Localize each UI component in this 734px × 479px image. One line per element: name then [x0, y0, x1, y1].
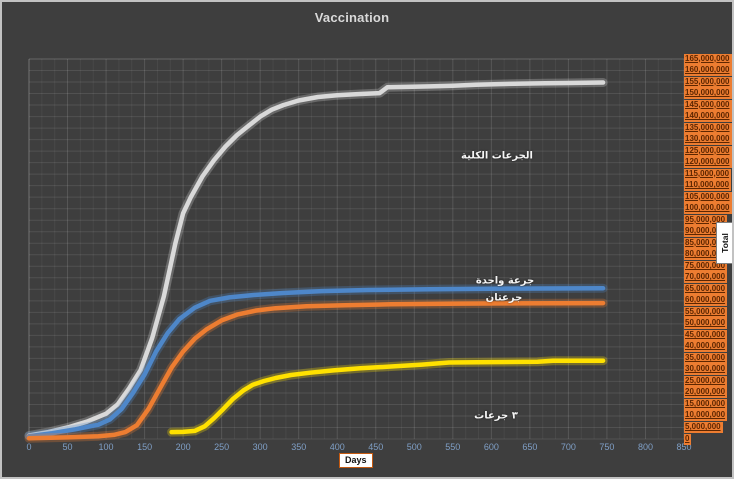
- x-tick-label[interactable]: 200: [175, 442, 191, 452]
- y-tick-label[interactable]: 90,000,000: [684, 226, 728, 238]
- y-tick-label[interactable]: 50,000,000: [684, 318, 728, 330]
- series-line-2[interactable]: [26, 300, 606, 441]
- series-line-3[interactable]: [169, 358, 606, 435]
- y-tick-label[interactable]: 135,000,000: [684, 122, 732, 134]
- y-tick-label[interactable]: 15,000,000: [684, 398, 728, 410]
- y-tick-label[interactable]: 25,000,000: [684, 375, 728, 387]
- series-label-3[interactable]: ٣ جرعات: [474, 410, 518, 422]
- y-tick-label[interactable]: 130,000,000: [684, 134, 732, 146]
- x-tick-label[interactable]: 500: [406, 442, 422, 452]
- y-tick-label[interactable]: 160,000,000: [684, 65, 732, 76]
- x-tick-label[interactable]: 0: [26, 442, 32, 452]
- y-tick-label[interactable]: 40,000,000: [684, 341, 728, 353]
- x-tick-label[interactable]: 350: [291, 442, 307, 452]
- x-tick-label[interactable]: 850: [676, 442, 692, 452]
- series-label-0[interactable]: الجرعات الكلية: [461, 150, 533, 162]
- x-tick-label[interactable]: 250: [214, 442, 230, 452]
- y-tick-label[interactable]: 30,000,000: [684, 364, 728, 376]
- y-tick-label[interactable]: 70,000,000: [684, 272, 728, 284]
- y-axis-title[interactable]: Total: [716, 222, 732, 264]
- y-tick-label[interactable]: 115,000,000: [684, 168, 732, 180]
- x-tick-label[interactable]: 800: [637, 442, 653, 452]
- x-tick-label[interactable]: 50: [62, 442, 73, 452]
- y-tick-label[interactable]: 110,000,000: [684, 180, 732, 192]
- series-label-1[interactable]: جرعة واحدة: [475, 275, 535, 287]
- y-tick-label[interactable]: 80,000,000: [684, 249, 728, 261]
- y-tick-label[interactable]: 150,000,000: [684, 88, 732, 100]
- x-tick-label[interactable]: 650: [522, 442, 538, 452]
- y-tick-label[interactable]: 100,000,000: [684, 203, 732, 215]
- x-tick-label[interactable]: 550: [445, 442, 461, 452]
- y-tick-label[interactable]: 55,000,000: [684, 306, 728, 318]
- y-tick-label[interactable]: 155,000,000: [684, 76, 732, 88]
- y-tick-label[interactable]: 95,000,000: [684, 214, 728, 226]
- x-tick-label[interactable]: 750: [599, 442, 615, 452]
- y-tick-label[interactable]: 35,000,000: [684, 352, 728, 364]
- y-tick-label[interactable]: 85,000,000: [684, 237, 728, 249]
- y-tick-label[interactable]: 60,000,000: [684, 295, 728, 307]
- x-tick-label[interactable]: 300: [252, 442, 268, 452]
- x-tick-label[interactable]: 700: [560, 442, 576, 452]
- x-axis-title[interactable]: Days: [339, 453, 373, 468]
- x-tick-label[interactable]: 400: [329, 442, 345, 452]
- x-tick-label[interactable]: 150: [137, 442, 153, 452]
- y-tick-label[interactable]: 65,000,000: [684, 283, 728, 295]
- x-tick-label[interactable]: 600: [483, 442, 499, 452]
- series-label-2[interactable]: جرعتان: [485, 292, 523, 304]
- y-tick-label[interactable]: 5,000,000: [684, 421, 723, 433]
- y-tick-label[interactable]: 10,000,000: [684, 410, 728, 422]
- series-line-0[interactable]: [26, 80, 606, 438]
- y-tick-label[interactable]: 75,000,000: [684, 260, 728, 272]
- y-tick-label[interactable]: 165,000,000: [684, 53, 732, 65]
- y-tick-label[interactable]: 140,000,000: [684, 111, 732, 123]
- y-tick-label[interactable]: 45,000,000: [684, 329, 728, 341]
- x-tick-label[interactable]: 450: [368, 442, 384, 452]
- chart-title[interactable]: Vaccination: [314, 10, 390, 25]
- y-tick-label[interactable]: 105,000,000: [684, 191, 732, 203]
- series-line-1[interactable]: [26, 285, 606, 439]
- x-tick-label[interactable]: 100: [98, 442, 114, 452]
- y-tick-label[interactable]: 120,000,000: [684, 157, 732, 169]
- y-tick-label[interactable]: 0: [684, 433, 692, 445]
- y-tick-label[interactable]: 125,000,000: [684, 145, 732, 157]
- y-tick-label[interactable]: 20,000,000: [684, 387, 728, 399]
- y-axis-title-text: Total: [719, 233, 730, 253]
- y-tick-label[interactable]: 145,000,000: [684, 99, 732, 111]
